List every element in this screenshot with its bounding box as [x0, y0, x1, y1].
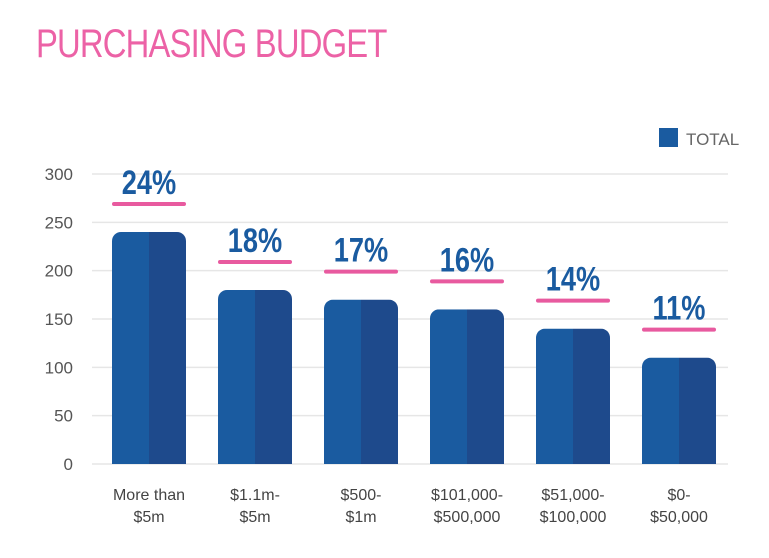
- y-tick-label: 250: [45, 213, 73, 232]
- y-tick-label: 0: [64, 455, 73, 474]
- bar-right-half: [573, 328, 610, 464]
- y-tick-label: 300: [45, 165, 73, 184]
- bar: [324, 299, 398, 464]
- bar-right-half: [149, 232, 186, 464]
- data-label: 17%: [334, 231, 388, 270]
- data-label: 24%: [122, 163, 176, 202]
- bar: [642, 357, 716, 464]
- x-tick-label: $101,000-: [431, 487, 503, 504]
- bar: [430, 309, 504, 464]
- y-tick-label: 150: [45, 310, 73, 329]
- y-tick-label: 100: [45, 358, 73, 377]
- x-tick-label: $5m: [239, 509, 270, 526]
- bar-left-half: [218, 290, 255, 464]
- x-tick-label: $5m: [133, 509, 164, 526]
- bar-left-half: [642, 357, 679, 464]
- x-tick-label: $51,000-: [541, 487, 604, 504]
- x-tick-label: $0-: [667, 487, 690, 504]
- data-label: 18%: [228, 221, 282, 260]
- data-label: 11%: [653, 289, 706, 328]
- bar-right-half: [255, 290, 292, 464]
- bar-right-half: [361, 299, 398, 464]
- bar: [218, 290, 292, 464]
- x-tick-label: More than: [113, 487, 185, 504]
- x-tick-label: $1m: [345, 509, 376, 526]
- y-tick-label: 50: [54, 407, 73, 426]
- bar-left-half: [536, 328, 573, 464]
- bar-right-half: [467, 309, 504, 464]
- label-underline: [112, 202, 186, 206]
- bar-left-half: [430, 309, 467, 464]
- x-tick-label: $1.1m-: [230, 487, 280, 504]
- bar-right-half: [679, 357, 716, 464]
- x-tick-label: $500-: [341, 487, 382, 504]
- label-underline: [218, 260, 292, 264]
- label-underline: [430, 279, 504, 284]
- data-label: 16%: [440, 240, 494, 279]
- x-tick-label: $500,000: [434, 509, 501, 526]
- bar: [112, 232, 186, 464]
- legend-swatch: [659, 128, 678, 147]
- x-tick-label: $100,000: [540, 509, 607, 526]
- legend-label: TOTAL: [686, 130, 739, 149]
- bar: [536, 328, 610, 464]
- data-label: 14%: [546, 260, 600, 299]
- bar-left-half: [112, 232, 149, 464]
- label-underline: [642, 327, 716, 332]
- y-tick-label: 200: [45, 262, 73, 281]
- label-underline: [324, 269, 398, 274]
- bar-left-half: [324, 299, 361, 464]
- chart-title: PURCHASING BUDGET: [36, 22, 387, 66]
- label-underline: [536, 298, 610, 303]
- x-tick-label: $50,000: [650, 509, 708, 526]
